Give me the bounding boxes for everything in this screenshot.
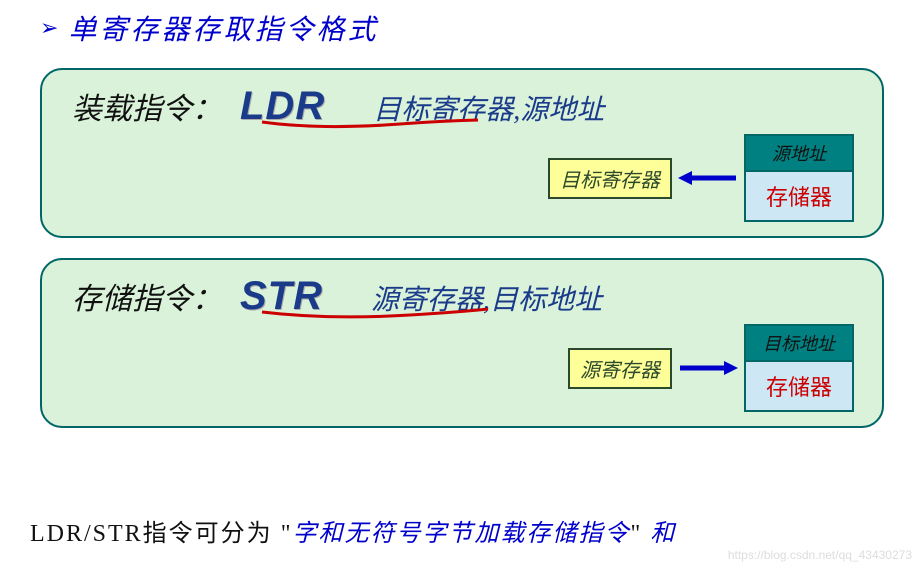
- str-syntax-row: 存储指令： STR 源寄存器,目标地址: [72, 274, 862, 319]
- ldr-mnemonic: LDR: [240, 84, 325, 129]
- str-diagram: 源寄存器 目标地址 存储器: [568, 324, 854, 412]
- quote-left: ": [281, 521, 293, 547]
- ldr-syntax-row: 装载指令： LDR 目标寄存器,源地址: [72, 84, 862, 129]
- watermark: https://blog.csdn.net/qq_43430273: [728, 548, 912, 562]
- str-mnemonic: STR: [240, 274, 323, 319]
- str-panel: 存储指令： STR 源寄存器,目标地址 源寄存器 目标地址 存储器: [40, 258, 884, 428]
- str-memory-stack: 目标地址 存储器: [744, 324, 854, 412]
- bullet-icon: ➢: [40, 15, 58, 41]
- footer-mid: 字和无符号字节加载存储指令: [292, 521, 630, 547]
- ldr-memory-stack: 源地址 存储器: [744, 134, 854, 222]
- ldr-label: 装载指令：: [72, 84, 222, 128]
- ldr-panel: 装载指令： LDR 目标寄存器,源地址 目标寄存器 源地址 存储器: [40, 68, 884, 238]
- footer-text: LDR/STR指令可分为 "字和无符号字节加载存储指令" 和: [30, 513, 676, 548]
- ldr-memory-cell: 存储器: [746, 172, 852, 220]
- page-title: 单寄存器存取指令格式: [68, 8, 378, 48]
- ldr-diagram: 目标寄存器 源地址 存储器: [548, 134, 854, 222]
- str-address-cell: 目标地址: [746, 326, 852, 362]
- ldr-register-box: 目标寄存器: [548, 158, 672, 199]
- str-memory-cell: 存储器: [746, 362, 852, 410]
- quote-right: ": [630, 521, 642, 547]
- ldr-operands: 目标寄存器,源地址: [373, 88, 604, 128]
- footer-pre: LDR/STR指令可分为: [30, 521, 273, 547]
- str-operands: 源寄存器,目标地址: [371, 278, 602, 318]
- str-register-box: 源寄存器: [568, 348, 672, 389]
- arrow-left-icon: [678, 170, 738, 186]
- ldr-address-cell: 源地址: [746, 136, 852, 172]
- str-label: 存储指令：: [72, 274, 222, 318]
- arrow-right-icon: [678, 360, 738, 376]
- page-title-row: ➢ 单寄存器存取指令格式: [0, 0, 924, 48]
- footer-post: 和: [650, 521, 676, 547]
